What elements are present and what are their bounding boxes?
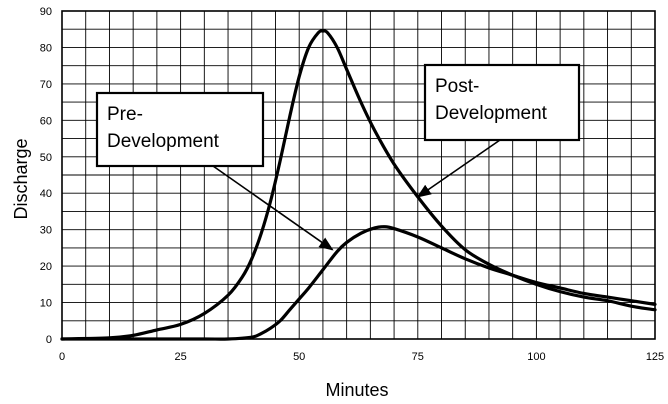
y-tick-label: 70 bbox=[40, 79, 52, 91]
y-tick-label: 40 bbox=[40, 188, 52, 200]
x-tick-label: 75 bbox=[412, 351, 424, 363]
tick-labels: 0 25 50 75 100 125 0 10 20 30 40 50 60 70 80 90 bbox=[40, 6, 664, 363]
post-development-callout-arrow bbox=[416, 139, 501, 198]
x-tick-label: 100 bbox=[527, 351, 545, 363]
y-axis-title: Discharge bbox=[11, 138, 31, 219]
annotations: Pre- Development Post- Development bbox=[95, 63, 581, 251]
x-tick-label: 25 bbox=[174, 351, 186, 363]
post-development-callout: Post- Development bbox=[416, 63, 581, 198]
y-tick-label: 10 bbox=[40, 298, 52, 310]
x-axis-title: Minutes bbox=[325, 380, 388, 400]
pre-development-callout: Pre- Development bbox=[95, 91, 334, 251]
plot-frame bbox=[61, 10, 656, 340]
y-tick-label: 0 bbox=[46, 334, 52, 346]
y-tick-label: 80 bbox=[40, 42, 52, 54]
pre-development-callout-label: Development bbox=[107, 131, 220, 152]
pre-development-callout-arrow bbox=[212, 165, 334, 251]
y-tick-label: 20 bbox=[40, 261, 52, 273]
x-tick-label: 50 bbox=[293, 351, 305, 363]
pre-development-callout-box bbox=[95, 91, 265, 168]
y-tick-label: 50 bbox=[40, 152, 52, 164]
pre-development-line bbox=[60, 225, 657, 341]
x-tick-label: 125 bbox=[646, 351, 664, 363]
post-development-callout-box bbox=[423, 63, 581, 142]
y-tick-label: 90 bbox=[40, 6, 52, 18]
post-development-callout-label: Post- bbox=[435, 76, 479, 97]
y-tick-label: 30 bbox=[40, 225, 52, 237]
pre-development-callout-label: Pre- bbox=[107, 104, 143, 125]
post-development-callout-label: Development bbox=[435, 103, 548, 124]
x-tick-label: 0 bbox=[59, 351, 65, 363]
series-layer bbox=[60, 29, 657, 341]
y-tick-label: 60 bbox=[40, 115, 52, 127]
